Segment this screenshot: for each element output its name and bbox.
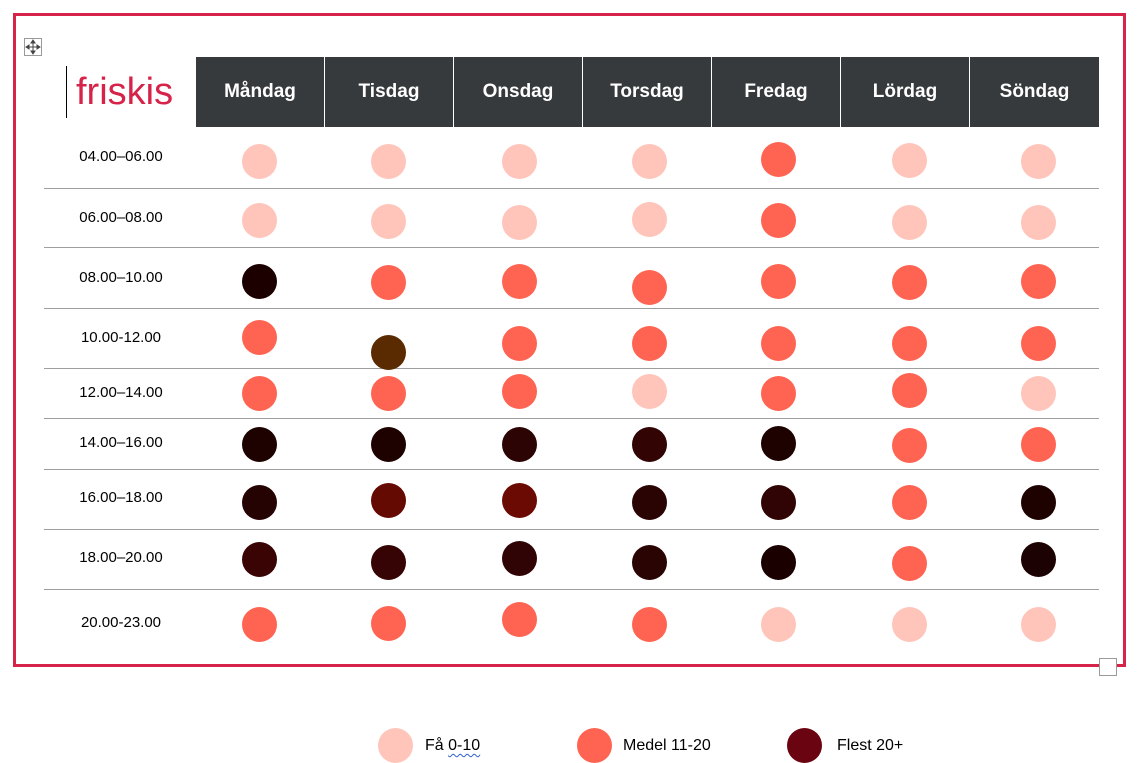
day-header-4: Torsdag <box>583 57 712 127</box>
logo-divider <box>66 66 67 118</box>
legend-swatch <box>787 728 822 763</box>
day-header-7: Söndag <box>970 57 1099 127</box>
move-handle-icon[interactable] <box>24 38 42 56</box>
legend-label: Medel 11-20 <box>623 737 711 754</box>
day-header-5: Fredag <box>712 57 841 127</box>
table-frame <box>13 13 1126 667</box>
legend-label: Flest 20+ <box>837 737 904 754</box>
day-header-3: Onsdag <box>454 57 583 127</box>
resize-handle-icon[interactable] <box>1099 658 1117 676</box>
day-header-6: Lördag <box>841 57 970 127</box>
day-header-1: Måndag <box>196 57 325 127</box>
legend-swatch <box>378 728 413 763</box>
day-header-row: Måndag Tisdag Onsdag Torsdag Fredag Lördag Sön… <box>196 57 1099 127</box>
day-header-2: Tisdag <box>325 57 454 127</box>
legend-label: Få 0-10 <box>425 737 481 754</box>
legend-swatch <box>577 728 612 763</box>
friskis-logo: friskis <box>76 71 174 113</box>
